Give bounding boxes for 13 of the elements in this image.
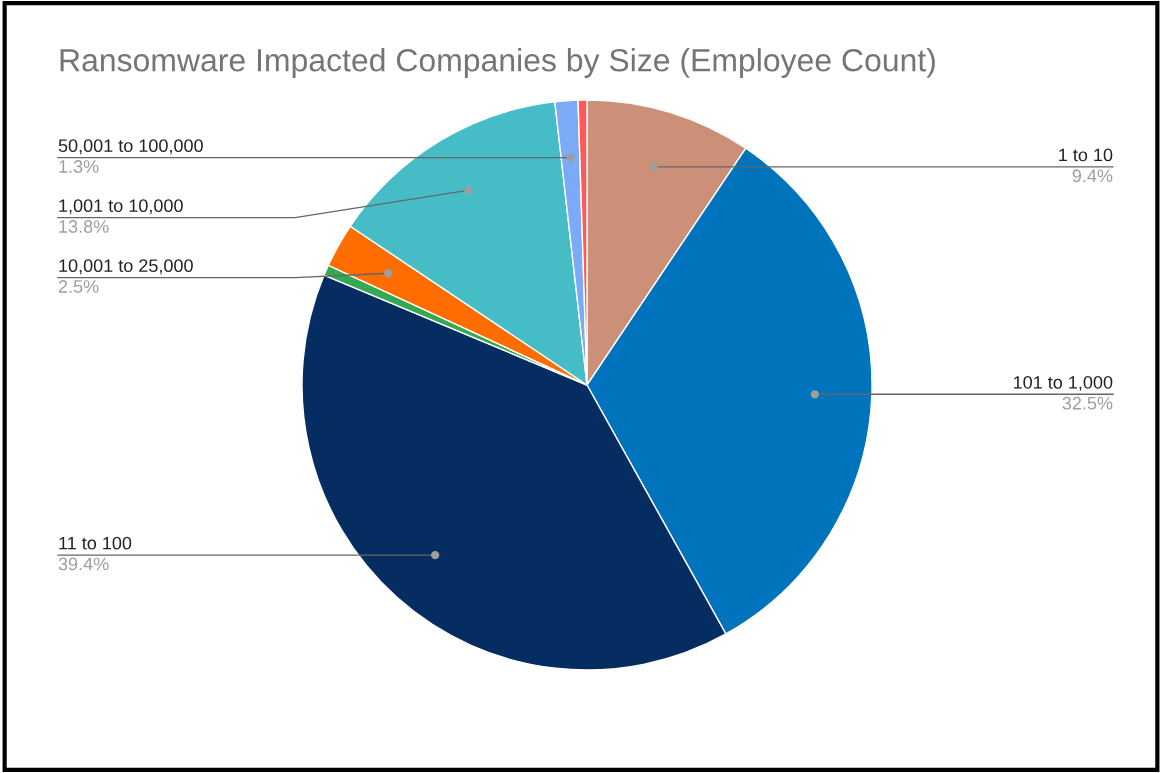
data-label: 13.8% (59, 220, 109, 233)
data-label: 1.3% (59, 160, 99, 173)
slice-label: 10,001 to 25,000 (59, 259, 193, 275)
data-label: 2.5% (58, 280, 99, 293)
chart-title: Ransomware Impacted Companies by Size (Employee Count) (60, 48, 935, 78)
slice-label: 11 to 100 (59, 536, 132, 550)
slice-label: 50,001 to 100,000 (58, 139, 203, 155)
slice-label: 101 to 1,000 (1013, 375, 1113, 391)
data-label: 39.4% (58, 557, 109, 571)
slice-label: 1 to 10 (1059, 148, 1113, 162)
slice-label: 1,001 to 10,000 (59, 199, 183, 215)
data-label: 9.4% (1072, 169, 1113, 183)
data-label: 32.5% (1062, 396, 1113, 410)
